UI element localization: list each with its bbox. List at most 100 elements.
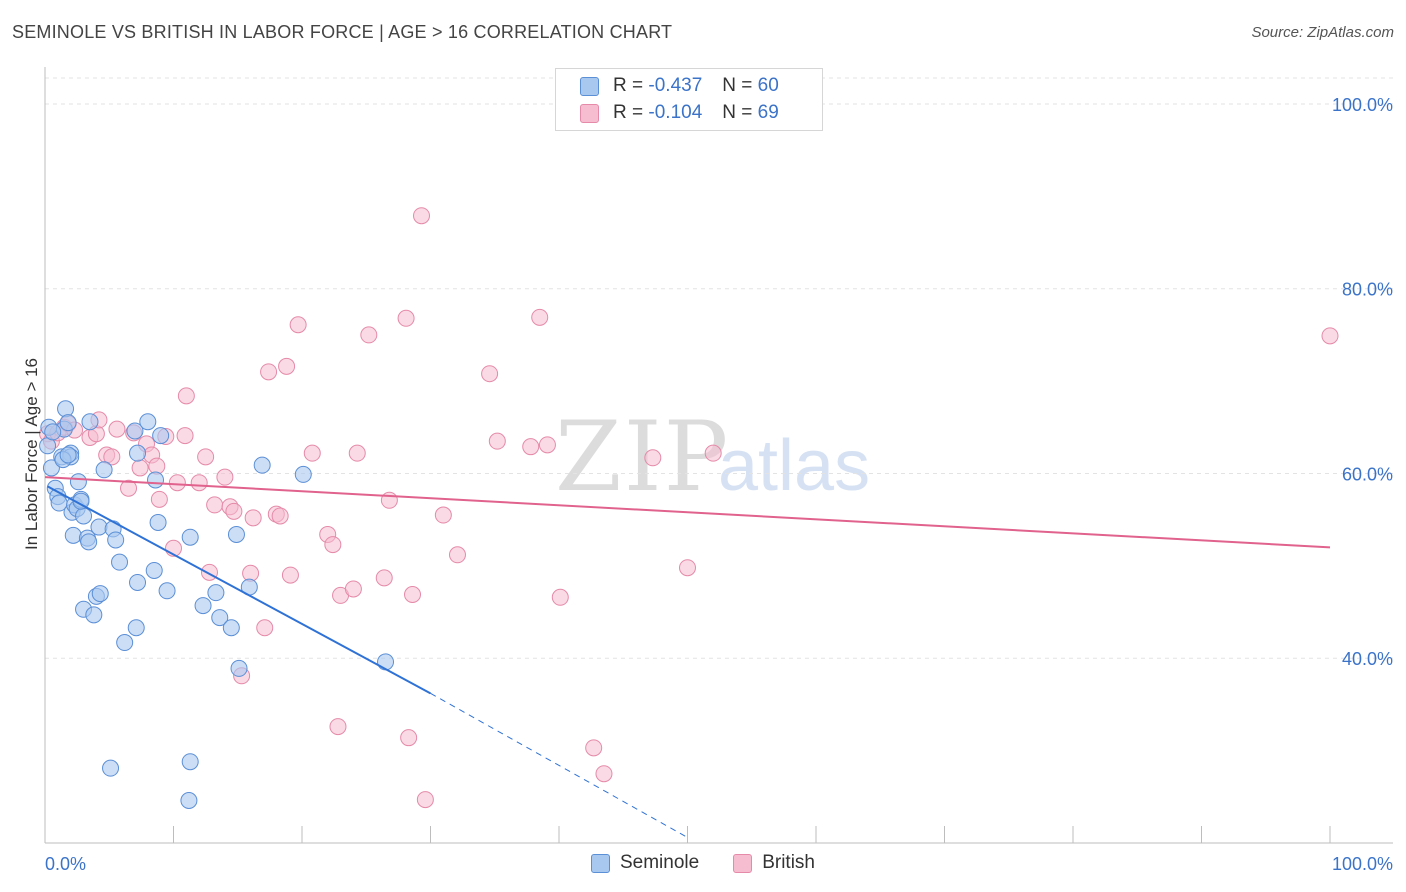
source-label: Source: ZipAtlas.com xyxy=(1251,24,1394,41)
seminole-r-label: R = xyxy=(613,75,644,96)
seminole-point-7 xyxy=(57,400,75,418)
seminole-point-58 xyxy=(44,423,62,441)
legend-row-seminole: R = -0.437 N = 60 xyxy=(580,74,779,98)
seminole-point-47 xyxy=(211,609,229,627)
seminole-point-26 xyxy=(95,461,113,479)
british-point-58 xyxy=(481,365,499,383)
seminole-legend-label: Seminole xyxy=(619,852,700,873)
seminole-point-1 xyxy=(42,459,60,477)
british-point-30 xyxy=(225,502,243,520)
british-swatch xyxy=(580,103,599,123)
british-point-10 xyxy=(103,448,121,466)
british-point-41 xyxy=(303,444,321,462)
seminole-point-53 xyxy=(294,465,312,483)
british-point-60 xyxy=(522,438,540,456)
british-point-48 xyxy=(360,326,378,344)
british-point-55 xyxy=(416,791,434,809)
british-point-25 xyxy=(197,448,215,466)
british-point-14 xyxy=(131,459,149,477)
y-tick-label-60: 60.0% xyxy=(1342,464,1393,484)
watermark-atlas: atlas xyxy=(718,426,870,506)
british-point-53 xyxy=(404,585,422,603)
seminole-point-37 xyxy=(145,561,163,579)
seminole-point-20 xyxy=(80,533,98,551)
seminole-point-40 xyxy=(152,427,170,445)
seminole-point-42 xyxy=(181,753,199,771)
seminole-point-45 xyxy=(194,597,212,615)
british-point-66 xyxy=(644,449,662,467)
seminole-point-31 xyxy=(116,634,134,652)
british-legend-swatch xyxy=(733,853,753,873)
british-point-28 xyxy=(216,468,234,486)
british-point-64 xyxy=(585,739,603,757)
seminole-point-34 xyxy=(129,444,147,462)
british-point-44 xyxy=(329,718,347,736)
british-point-54 xyxy=(413,207,431,225)
british-point-11 xyxy=(108,420,126,438)
british-point-63 xyxy=(551,588,569,606)
british-point-52 xyxy=(400,729,418,747)
seminole-point-24 xyxy=(91,585,109,603)
chart-title: SEMINOLE VS BRITISH IN LABOR FORCE | AGE… xyxy=(12,22,673,42)
british-point-65 xyxy=(595,765,613,783)
british-point-67 xyxy=(679,559,696,577)
seminole-point-44 xyxy=(181,528,199,546)
british-point-61 xyxy=(531,308,549,326)
x-tick-label-min: 0.0% xyxy=(45,854,86,874)
seminole-trend-extension xyxy=(430,692,688,838)
british-point-18 xyxy=(150,490,168,508)
seminole-point-35 xyxy=(126,422,144,440)
british-n-value: 69 xyxy=(757,102,779,123)
british-point-59 xyxy=(488,432,506,450)
seminole-point-22 xyxy=(85,606,103,624)
british-point-40 xyxy=(289,316,307,334)
seminole-n-label: N = xyxy=(722,75,753,96)
british-point-38 xyxy=(278,357,296,375)
british-r-value: -0.104 xyxy=(648,102,703,123)
seminole-point-59 xyxy=(59,446,77,464)
series-legend: Seminole British xyxy=(0,852,1406,874)
british-point-68 xyxy=(704,444,722,462)
y-tick-label-80: 80.0% xyxy=(1342,280,1393,300)
british-point-27 xyxy=(206,496,224,514)
seminole-point-54 xyxy=(377,653,395,671)
british-point-46 xyxy=(344,580,362,598)
british-point-outlier xyxy=(1321,327,1339,345)
british-point-23 xyxy=(177,387,195,405)
seminole-point-12 xyxy=(64,526,82,544)
british-point-33 xyxy=(244,509,262,527)
british-legend-label: British xyxy=(762,852,815,873)
seminole-point-48 xyxy=(222,619,240,637)
british-point-21 xyxy=(168,474,186,492)
seminole-point-46 xyxy=(207,584,225,602)
seminole-point-25 xyxy=(90,518,108,536)
seminole-n-value: 60 xyxy=(757,75,779,96)
seminole-point-41 xyxy=(158,582,176,600)
british-point-35 xyxy=(260,363,278,381)
legend-item-seminole: Seminole xyxy=(590,852,700,874)
y-tick-label-40: 40.0% xyxy=(1342,649,1393,669)
seminole-point-33 xyxy=(129,573,147,591)
y-tick-label-100: 100.0% xyxy=(1332,95,1393,115)
seminole-point-17 xyxy=(75,507,93,525)
x-tick-label-max: 100.0% xyxy=(1332,854,1393,874)
seminole-point-49 xyxy=(227,525,245,543)
legend-row-british: R = -0.104 N = 69 xyxy=(580,101,779,125)
seminole-point-21 xyxy=(81,413,99,431)
seminole-swatch xyxy=(580,76,599,96)
british-point-50 xyxy=(380,491,398,509)
seminole-point-8 xyxy=(59,414,77,432)
seminole-point-30 xyxy=(111,553,129,571)
british-point-22 xyxy=(176,427,194,445)
british-point-56 xyxy=(434,506,452,524)
british-point-24 xyxy=(190,474,208,492)
british-point-51 xyxy=(397,309,415,327)
y-axis-label: In Labor Force | Age > 16 xyxy=(22,358,41,551)
seminole-r-value: -0.437 xyxy=(648,75,703,96)
british-point-34 xyxy=(256,619,274,637)
seminole-point-52 xyxy=(253,456,271,474)
seminole-point-50 xyxy=(230,659,248,677)
british-point-43 xyxy=(324,536,342,554)
british-trend-line xyxy=(44,476,1331,549)
